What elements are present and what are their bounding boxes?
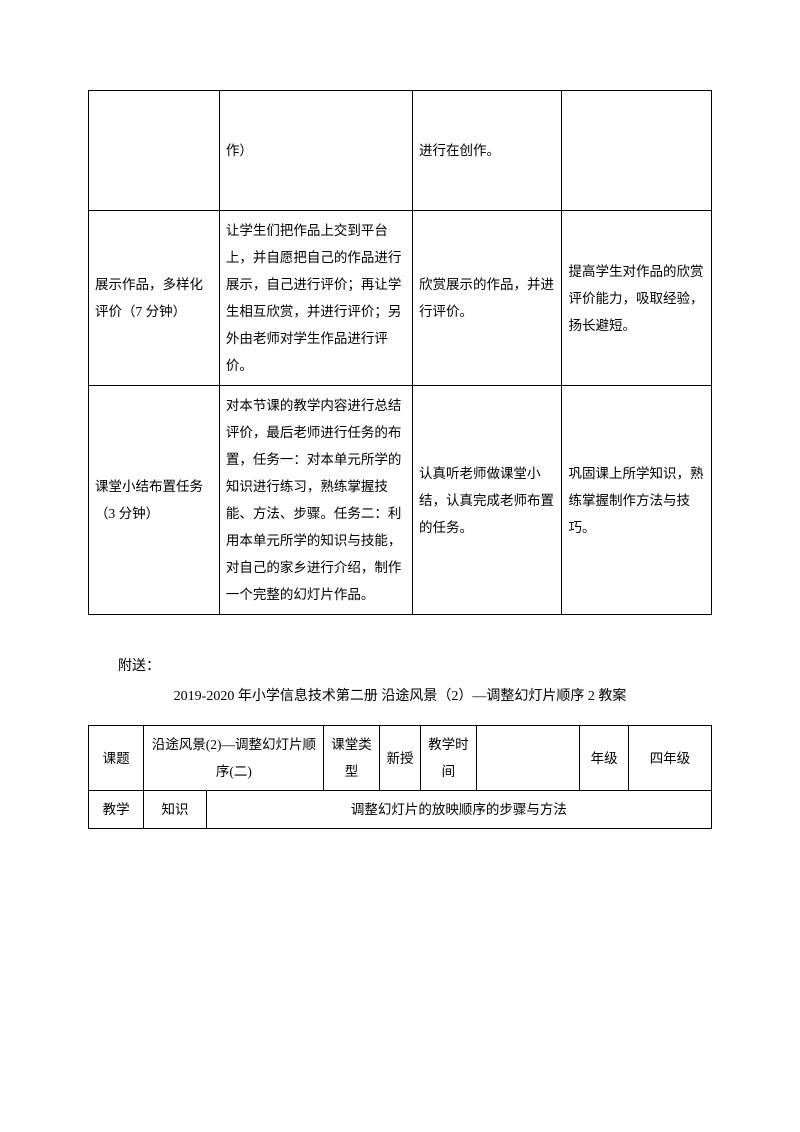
- cell: 对本节课的教学内容进行总结评价，最后老师进行任务的布置，任务一：对本单元所学的知…: [219, 386, 412, 615]
- document-page: 作） 进行在创作。 展示作品，多样化评价（7 分钟） 让学生们把作品上交到平台上…: [0, 0, 800, 1132]
- table-row: 课堂小结布置任务（3 分钟） 对本节课的教学内容进行总结评价，最后老师进行任务的…: [89, 386, 712, 615]
- attachment-table: 课题 沿途风景(2)—调整幻灯片顺序(二) 课堂类型 新授 教学时间 年级 四年…: [88, 725, 712, 829]
- table-row: 课题 沿途风景(2)—调整幻灯片顺序(二) 课堂类型 新授 教学时间 年级 四年…: [89, 726, 712, 791]
- cell-teaching-label: 教学: [89, 791, 144, 829]
- cell-grade-label: 年级: [580, 726, 628, 791]
- table-row: 教学 知识 调整幻灯片的放映顺序的步骤与方法: [89, 791, 712, 829]
- cell: 认真听老师做课堂小结，认真完成老师布置的任务。: [412, 386, 562, 615]
- cell-teaching-time-label: 教学时间: [421, 726, 476, 791]
- cell: [562, 91, 712, 211]
- cell-teaching-time: [476, 726, 580, 791]
- cell: 作）: [219, 91, 412, 211]
- cell: 巩固课上所学知识，熟练掌握制作方法与技巧。: [562, 386, 712, 615]
- cell-course-label: 课题: [89, 726, 144, 791]
- main-table: 作） 进行在创作。 展示作品，多样化评价（7 分钟） 让学生们把作品上交到平台上…: [88, 90, 712, 615]
- cell: 欣赏展示的作品，并进行评价。: [412, 211, 562, 386]
- cell-knowledge-label: 知识: [144, 791, 206, 829]
- table-row: 作） 进行在创作。: [89, 91, 712, 211]
- cell: 展示作品，多样化评价（7 分钟）: [89, 211, 220, 386]
- attachment-label: 附送：: [118, 655, 712, 675]
- cell-course-title: 沿途风景(2)—调整幻灯片顺序(二): [144, 726, 324, 791]
- table-row: 展示作品，多样化评价（7 分钟） 让学生们把作品上交到平台上，并自愿把自己的作品…: [89, 211, 712, 386]
- cell: 提高学生对作品的欣赏评价能力，吸取经验，扬长避短。: [562, 211, 712, 386]
- cell-class-type: 新授: [379, 726, 421, 791]
- cell-knowledge-content: 调整幻灯片的放映顺序的步骤与方法: [206, 791, 711, 829]
- attachment-title: 2019-2020 年小学信息技术第二册 沿途风景（2）—调整幻灯片顺序 2 教…: [88, 685, 712, 705]
- cell: [89, 91, 220, 211]
- cell: 课堂小结布置任务（3 分钟）: [89, 386, 220, 615]
- cell: 让学生们把作品上交到平台上，并自愿把自己的作品进行展示，自己进行评价；再让学生相…: [219, 211, 412, 386]
- cell: 进行在创作。: [412, 91, 562, 211]
- cell-grade: 四年级: [628, 726, 711, 791]
- cell-class-type-label: 课堂类型: [324, 726, 379, 791]
